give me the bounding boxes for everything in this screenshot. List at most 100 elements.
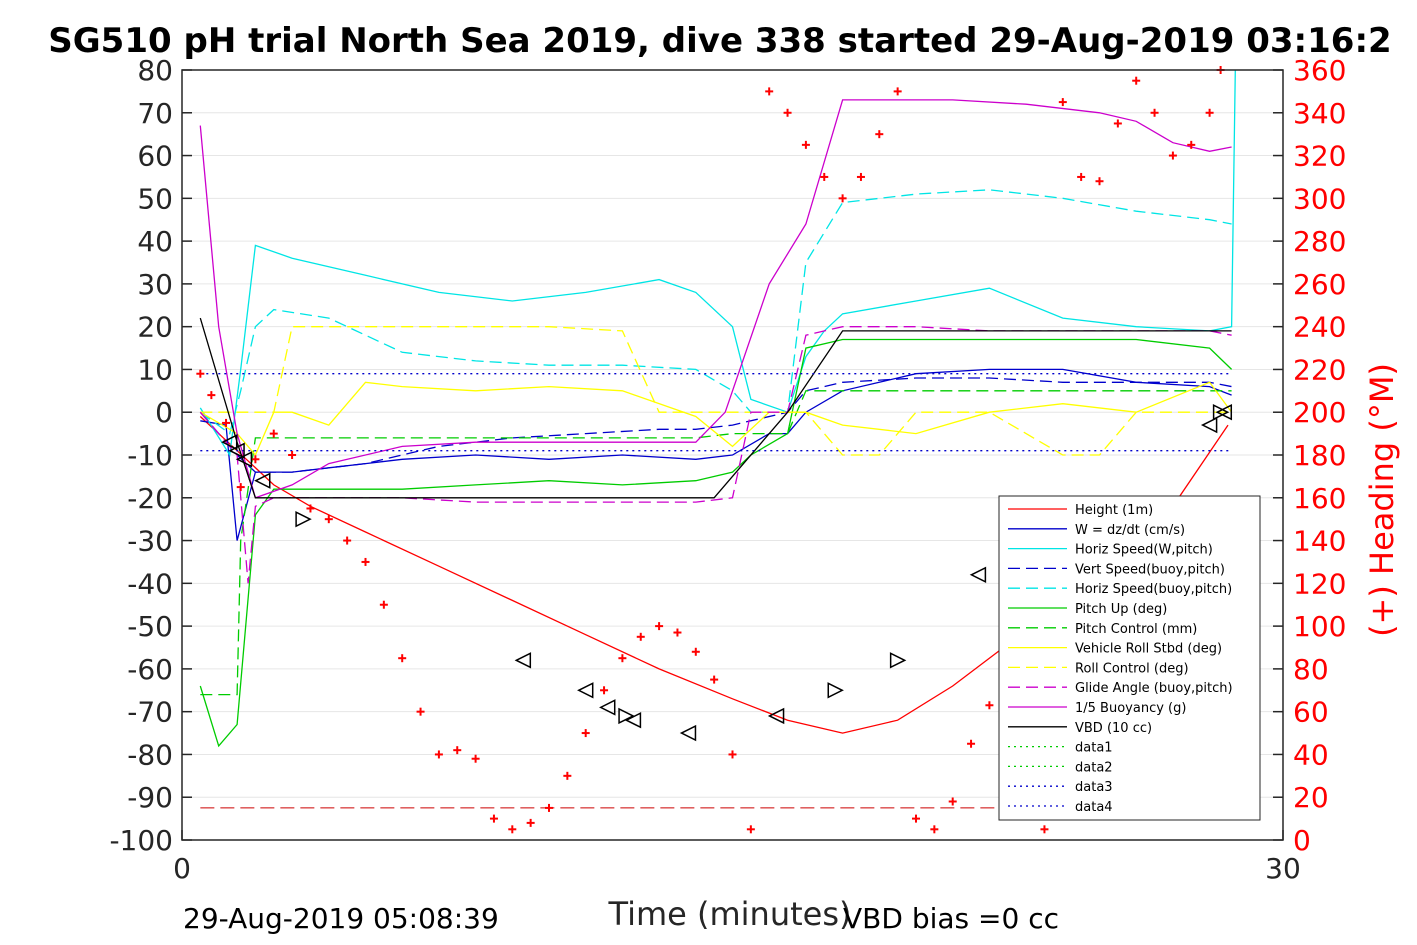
heading-point [1040,825,1049,834]
legend-label: data1 [1075,741,1113,756]
legend-label: W = dz/dt (cm/s) [1075,523,1185,538]
triangle-marker [295,510,312,528]
heading-point [673,628,682,637]
legend-label: 1/5 Buoyancy (g) [1075,701,1186,716]
legend-label: Pitch Up (deg) [1075,602,1167,617]
heading-point [306,504,315,513]
right-axis-label: (+) Heading (°M) [1363,363,1401,637]
heading-point [875,130,884,139]
chart-title: SG510 pH trial North Sea 2019, dive 338 … [48,21,1391,61]
triangle-marker [1215,404,1233,421]
triangle-marker [514,652,532,669]
legend-label: Glide Angle (buoy,pitch) [1075,681,1233,696]
heading-point [618,654,627,663]
legend-label: Vehicle Roll Stbd (deg) [1075,642,1222,657]
triangle-marker [599,699,616,716]
triangle-marker [889,652,907,669]
footer-timestamp: 29-Aug-2019 05:08:39 [183,902,499,935]
triangle-marker [235,451,253,468]
y-right-tick-label: 40 [1293,738,1329,771]
y-tick-label: -60 [127,653,173,686]
heading-point [765,87,774,96]
heading-point [930,825,939,834]
heading-point [526,818,535,827]
y-right-tick-label: 280 [1293,225,1346,258]
heading-point [545,803,553,812]
y-right-tick-label: 0 [1293,824,1311,857]
heading-point [948,797,957,806]
heading-point [783,108,792,117]
heading-point [222,418,231,427]
heading-point [269,429,278,438]
y-right-tick-label: 340 [1293,97,1346,130]
heading-point [196,369,205,378]
heading-point [471,754,480,763]
y-tick-label: 20 [137,311,173,344]
y-tick-label: 80 [137,54,173,87]
heading-point [1187,140,1196,149]
heading-point [710,675,719,684]
y-tick-label: -50 [127,610,173,643]
y-right-tick-label: 360 [1293,54,1346,87]
y-tick-label: 0 [155,396,173,429]
series-line-pitch_ctrl [200,390,1232,696]
heading-point [967,739,976,748]
y-tick-label: 70 [137,97,173,130]
y-tick-label: -70 [127,696,173,729]
y-right-tick-label: 300 [1293,182,1346,215]
y-tick-label: -90 [127,781,173,814]
triangle-markers [221,404,1233,742]
heading-point [820,172,829,181]
legend-label: Roll Control (deg) [1075,661,1189,676]
series-line-vspeed_buoy [199,377,1232,473]
heading-point [343,536,352,545]
heading-point [1095,177,1104,186]
heading-point [1077,172,1086,181]
y-tick-label: 60 [137,140,173,173]
series-line-roll_ctrl [200,326,1232,456]
heading-point [453,746,462,755]
heading-point [600,686,609,695]
heading-point [636,632,645,641]
triangle-marker [228,442,245,459]
heading-point [912,814,920,823]
footer-vbd-bias: VBD bias =0 cc [843,902,1059,935]
legend-label: Pitch Control (mm) [1075,622,1197,637]
triangle-marker [767,707,785,725]
legend-label: Height (1m) [1075,503,1153,518]
triangle-marker [827,682,844,699]
series-line-w [200,368,1232,541]
heading-point [563,771,572,780]
legend-box [998,495,1261,821]
left-axis-ticks: 80 70 60 50 40 30 20 10 0 -10 -20 -30 -40 -50 -60 -70 -8… [109,54,192,857]
y-tick-label: -100 [109,824,173,857]
y-tick-label: 30 [137,268,173,301]
y-right-tick-label: 260 [1293,268,1346,301]
heading-point [379,600,388,609]
y-right-tick-label: 60 [1293,696,1329,729]
heading-point [489,814,498,823]
y-tick-label: -10 [127,439,173,472]
y-right-tick-label: 320 [1293,140,1346,173]
y-right-tick-label: 240 [1293,311,1346,344]
series-line-glide [199,326,1232,584]
heading-point [1168,151,1177,160]
legend-label: Vert Speed(buoy,pitch) [1075,562,1225,577]
y-tick-label: -80 [127,738,173,771]
heading-point [838,194,847,203]
y-tick-label: -40 [127,567,173,600]
y-right-tick-label: 220 [1293,353,1346,386]
legend-label: data4 [1075,800,1113,815]
x-tick-label: 30 [1265,852,1301,885]
heading-point [746,825,755,834]
right-axis-ticks: 3603403203002802602402202001801601401201… [1273,54,1346,857]
triangle-marker [1212,404,1230,421]
heading-point [893,87,902,96]
y-right-tick-label: 100 [1293,610,1346,643]
legend-label: VBD (10 cc) [1075,721,1152,736]
heading-point [251,455,260,464]
x-axis-ticks: 0 30 [173,830,1301,885]
y-right-tick-label: 180 [1293,439,1346,472]
triangle-marker [969,566,987,583]
